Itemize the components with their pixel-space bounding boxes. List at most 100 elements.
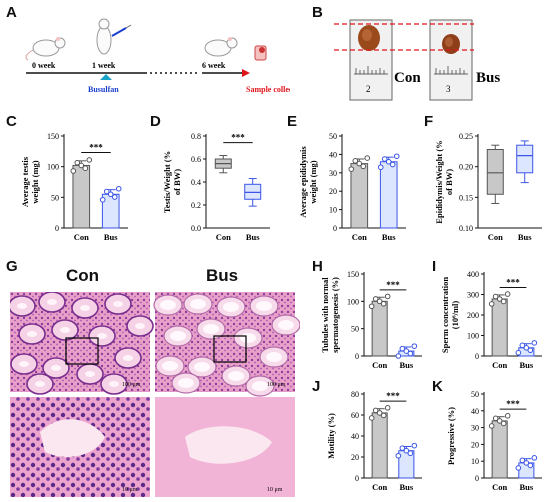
significance-stars: ***: [89, 143, 103, 153]
photo-con: 2: [349, 19, 393, 101]
bar-con: [491, 298, 508, 357]
y-tick-label: 0.8: [191, 132, 201, 141]
timeline-diagram: 0 week 1 week 6 week Busulfan Sample col…: [25, 18, 290, 94]
data-point: [523, 460, 530, 466]
data-point: [364, 155, 371, 161]
y-tick-label: 50: [351, 325, 359, 334]
y-tick-label: 0: [355, 474, 359, 483]
photo-bus: 3: [429, 19, 473, 101]
ruler-mark-3: 3: [446, 84, 451, 94]
y-tick-label: 40: [351, 432, 359, 441]
week-6-label: 6 week: [202, 61, 226, 70]
y-axis-label: Progressive (%): [446, 407, 456, 465]
data-point: [515, 349, 522, 356]
x-tick-label: Bus: [518, 232, 532, 242]
y-tick-label: 80: [351, 390, 359, 399]
data-point: [86, 157, 93, 163]
data-point: [496, 296, 503, 302]
chart-sperm-concentration: Sperm concentration (10⁶/ml) 0 100 200 300 400…: [440, 270, 542, 370]
significance-stars: ***: [231, 133, 245, 143]
data-point: [519, 457, 526, 464]
y-tick-label: 20: [329, 187, 337, 196]
significance-stars: ***: [386, 280, 400, 290]
y-tick-label: 300: [467, 291, 479, 300]
panel-letter-d: D: [150, 113, 161, 130]
data-point: [70, 168, 77, 174]
x-tick-label: Con: [74, 232, 89, 242]
y-axis-label-line2: of BW): [172, 169, 182, 195]
y-tick-label: 10: [329, 206, 337, 215]
data-point: [411, 343, 418, 349]
data-point: [385, 158, 392, 165]
x-tick-label: Bus: [382, 232, 396, 242]
data-point: [348, 166, 355, 172]
panel-letter-i: I: [432, 258, 437, 275]
data-point: [74, 159, 81, 166]
y-tick-label: 20: [471, 440, 479, 449]
data-point: [492, 415, 499, 422]
data-point: [407, 350, 414, 357]
data-point: [504, 413, 511, 419]
x-tick-label: Con: [372, 360, 387, 370]
x-tick-label: Bus: [519, 482, 533, 492]
data-point: [376, 410, 383, 416]
data-point: [356, 160, 363, 167]
treatment-label: Busulfan: [88, 85, 119, 94]
significance-stars: ***: [506, 399, 520, 409]
y-tick-label: 30: [329, 169, 337, 178]
endpoint-label: Sample collection: [246, 85, 290, 94]
bar-con: [371, 300, 388, 357]
data-point: [111, 194, 118, 200]
data-point: [531, 340, 538, 346]
y-tick-label: 40: [471, 407, 479, 416]
y-axis-label: Motility (%): [326, 413, 336, 459]
panel-letter-f: F: [424, 113, 434, 130]
data-point: [372, 407, 379, 414]
week-1-label: 1 week: [92, 61, 116, 70]
mouse-icon-final: [204, 37, 238, 57]
data-point: [527, 462, 534, 469]
data-point: [519, 342, 526, 349]
x-tick-label: Bus: [246, 232, 260, 242]
data-point: [377, 164, 384, 171]
chart-normal-tubules: Tubules with normal spermatogenesis (%) 0 5…: [320, 270, 422, 370]
box-bus: [516, 144, 534, 174]
y-tick-label: 0: [333, 224, 337, 233]
y-axis-label: Average testis: [20, 156, 30, 207]
histology-panel: Con Bus 100 μm 100 μm 10 μm 10 μm: [10, 262, 300, 498]
y-tick-label: 150: [347, 270, 359, 279]
chart-testis-bw: Testis/Weight (% of BW) 0.0 0.2 0.4 0.6 0.8 Con…: [162, 132, 270, 242]
x-tick-label: Con: [352, 232, 367, 242]
mouse-icon: [25, 37, 66, 61]
scale-bar-con-bottom: 10 μm: [122, 487, 138, 493]
y-tick-label: 0: [55, 224, 59, 233]
x-tick-label: Bus: [519, 360, 533, 370]
ruler-mark-2: 2: [366, 84, 371, 94]
x-tick-label: Bus: [399, 360, 413, 370]
data-point: [376, 298, 383, 305]
x-tick-label: Con: [492, 482, 507, 492]
x-tick-label: Bus: [399, 482, 413, 492]
bar-bus: [379, 161, 398, 229]
data-point: [531, 455, 538, 461]
y-axis-label-line2: of BW): [444, 169, 454, 195]
y-tick-label: 200: [467, 311, 479, 320]
data-point: [403, 348, 410, 354]
data-point: [527, 347, 534, 354]
panel-letter-j: J: [312, 378, 321, 395]
y-axis-label: Sperm concentration: [440, 277, 450, 354]
data-point: [399, 445, 406, 451]
data-point: [488, 301, 495, 307]
data-point: [504, 291, 511, 297]
y-tick-label: 0: [355, 352, 359, 361]
y-axis-label: Epididymis/Weight (%: [434, 140, 444, 223]
chart-progressive: Progressive (%) 0 10 20 30 40 50 Con Bus ***: [446, 390, 542, 492]
week-0-label: 0 week: [32, 61, 56, 70]
y-axis-label: Testis/Weight (%: [162, 151, 172, 213]
data-point: [411, 442, 418, 449]
y-axis-label-line2: (10⁶/ml): [450, 301, 460, 330]
y-tick-label: 0.10: [459, 224, 473, 233]
y-tick-label: 0.6: [191, 155, 201, 164]
y-tick-label: 60: [351, 411, 359, 420]
bar-con: [491, 420, 508, 479]
